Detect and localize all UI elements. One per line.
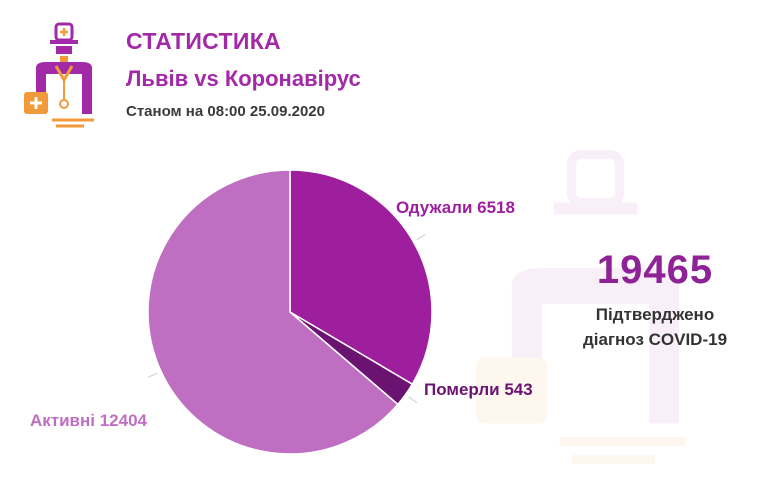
page-title: СТАТИСТИКА <box>126 28 281 54</box>
confirmed-caption: Підтверджено діагноз COVID-19 <box>555 302 755 352</box>
leader-line <box>408 396 418 404</box>
confirmed-caption-line2: діагноз COVID-19 <box>582 330 728 349</box>
confirmed-total: 19465 <box>596 248 714 292</box>
leader-line <box>416 234 426 241</box>
doctor-logo-icon <box>24 22 94 128</box>
slice-label-active: Активні 12404 <box>30 411 147 430</box>
slice-label-recovered: Одужали 6518 <box>396 198 515 217</box>
leader-line <box>148 372 158 378</box>
doctor-watermark-icon <box>475 150 686 464</box>
slice-label-deaths: Померли 543 <box>424 380 533 399</box>
pie-slice-active <box>147 169 399 455</box>
confirmed-caption-line1: Підтверджено <box>595 305 715 324</box>
page-subtitle: Львів vs Коронавірус <box>126 66 361 91</box>
date-stamp: Станом на 08:00 25.09.2020 <box>126 103 325 120</box>
pie-slice-recovered <box>289 169 433 386</box>
